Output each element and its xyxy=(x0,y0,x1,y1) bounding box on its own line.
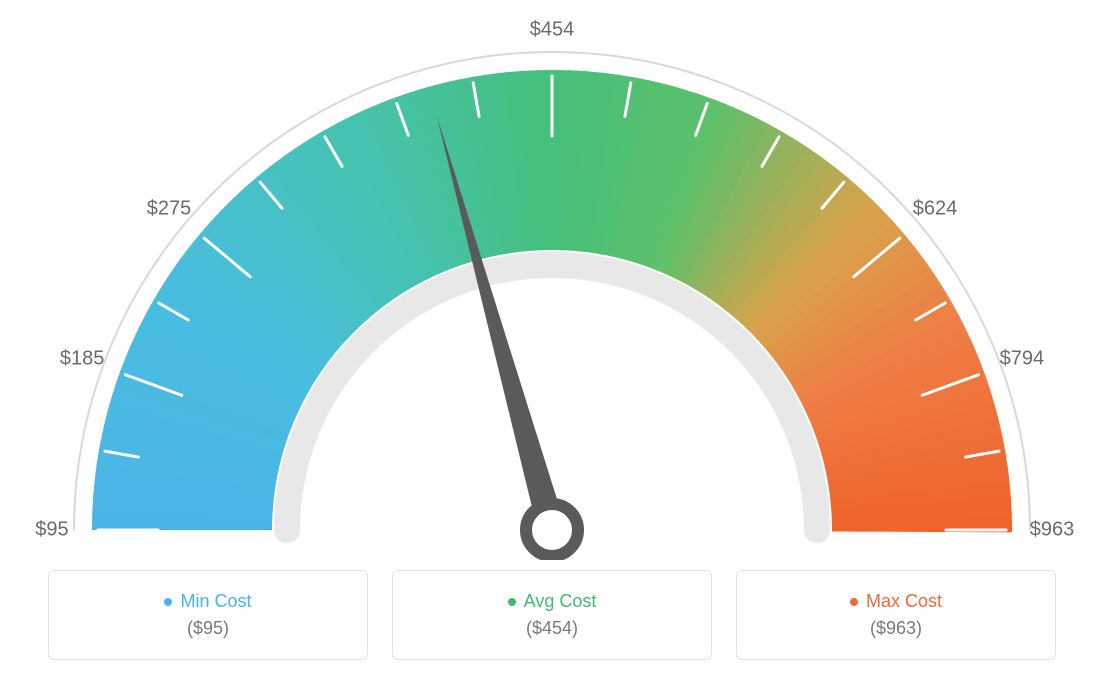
avg-cost-card: Avg Cost ($454) xyxy=(392,570,712,660)
gauge-scale-label: $624 xyxy=(913,197,958,220)
avg-cost-title: Avg Cost xyxy=(524,591,597,612)
min-cost-dot xyxy=(164,598,172,606)
gauge-scale-label: $185 xyxy=(60,347,105,370)
max-cost-dot xyxy=(850,598,858,606)
cost-gauge: $95$185$275$454$624$794$963 xyxy=(42,20,1062,560)
gauge-arc xyxy=(92,70,1012,532)
max-cost-title-row: Max Cost xyxy=(850,591,942,612)
gauge-scale-label: $794 xyxy=(1000,347,1045,370)
min-cost-card: Min Cost ($95) xyxy=(48,570,368,660)
gauge-svg xyxy=(42,20,1062,560)
max-cost-value: ($963) xyxy=(870,618,922,639)
gauge-needle-hub xyxy=(526,504,578,556)
gauge-scale-label: $454 xyxy=(530,19,575,42)
max-cost-card: Max Cost ($963) xyxy=(736,570,1056,660)
min-cost-title: Min Cost xyxy=(180,591,251,612)
gauge-scale-label: $963 xyxy=(1030,519,1075,542)
avg-cost-dot xyxy=(508,598,516,606)
min-cost-title-row: Min Cost xyxy=(164,591,251,612)
avg-cost-title-row: Avg Cost xyxy=(508,591,597,612)
gauge-scale-label: $95 xyxy=(35,519,68,542)
cost-summary-cards: Min Cost ($95) Avg Cost ($454) Max Cost … xyxy=(48,570,1056,660)
max-cost-title: Max Cost xyxy=(866,591,942,612)
gauge-scale-label: $275 xyxy=(147,197,192,220)
avg-cost-value: ($454) xyxy=(526,618,578,639)
min-cost-value: ($95) xyxy=(187,618,229,639)
